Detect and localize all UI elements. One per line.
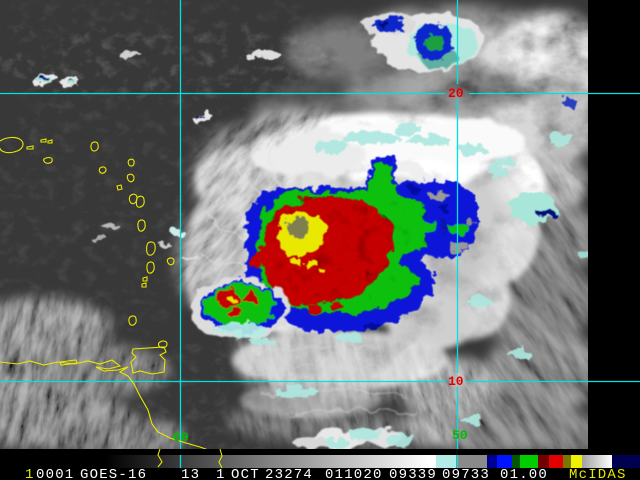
svg-text:10: 10 [448, 374, 464, 389]
svg-text:50: 50 [452, 428, 468, 443]
svg-text:20: 20 [448, 86, 464, 101]
svg-text:60: 60 [173, 430, 189, 445]
